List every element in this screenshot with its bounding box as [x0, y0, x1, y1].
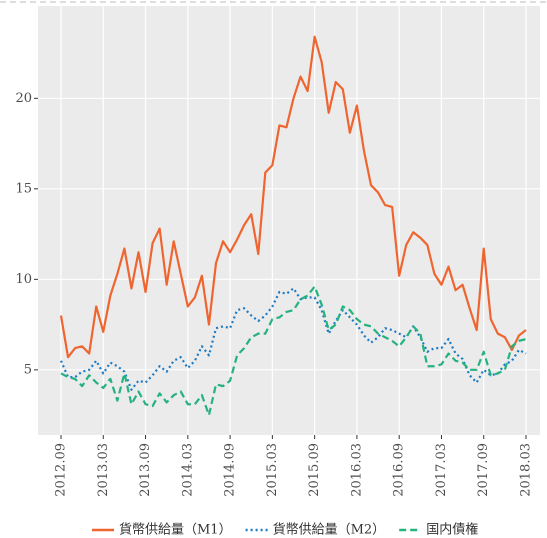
x-tick-label: 2016.09	[392, 443, 407, 497]
x-tick-label: 2015.09	[307, 443, 322, 497]
series-line	[60, 285, 527, 417]
y-tick-label: 20	[15, 91, 32, 106]
x-tick-label: 2014.03	[180, 443, 195, 497]
x-tick-label: 2018.03	[519, 443, 534, 497]
axes: 5 10 15 20 2012.09 2013.03 2013.09 2014.03 2014.…	[15, 91, 533, 497]
legend-label: 貨幣供給量（M1）	[119, 522, 232, 538]
plot-background	[38, 6, 540, 435]
y-tick-label: 15	[15, 181, 32, 196]
x-tick-label: 2014.09	[223, 443, 238, 497]
x-tick-label: 2017.09	[476, 443, 491, 497]
legend-label: 国内債権	[426, 522, 478, 538]
y-tick-label: 5	[24, 362, 32, 377]
y-tick-label: 10	[15, 272, 32, 287]
x-tick-label: 2017.03	[434, 443, 449, 497]
legend-label: 貨幣供給量（M2）	[273, 522, 386, 538]
x-tick-label: 2012.09	[54, 443, 69, 497]
x-tick-label: 2015.03	[265, 443, 280, 497]
legend: 貨幣供給量（M1） 貨幣供給量（M2） 国内債権	[92, 522, 478, 538]
grid	[38, 6, 540, 435]
series-line	[59, 287, 527, 391]
series-line	[59, 35, 527, 359]
x-tick-label: 2013.09	[138, 443, 153, 497]
lines	[59, 35, 527, 417]
x-tick-label: 2016.03	[349, 443, 364, 497]
x-tick-label: 2013.03	[96, 443, 111, 497]
